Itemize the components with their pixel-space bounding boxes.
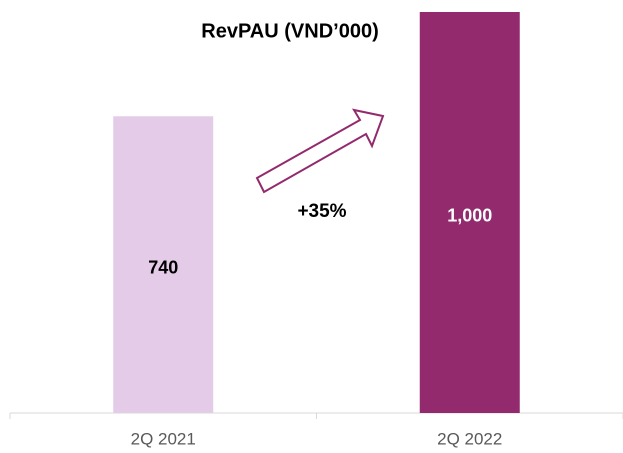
bar <box>113 116 214 413</box>
value-label: 740 <box>148 257 178 277</box>
x-tick-label: 2Q 2022 <box>437 429 502 448</box>
growth-arrow <box>255 108 385 194</box>
growth-annotation: +35% <box>297 201 346 222</box>
value-label: 1,000 <box>447 205 492 225</box>
chart-title: RevPAU (VND’000) <box>201 20 378 42</box>
x-tick-label: 2Q 2021 <box>131 429 196 448</box>
bar <box>419 12 520 413</box>
